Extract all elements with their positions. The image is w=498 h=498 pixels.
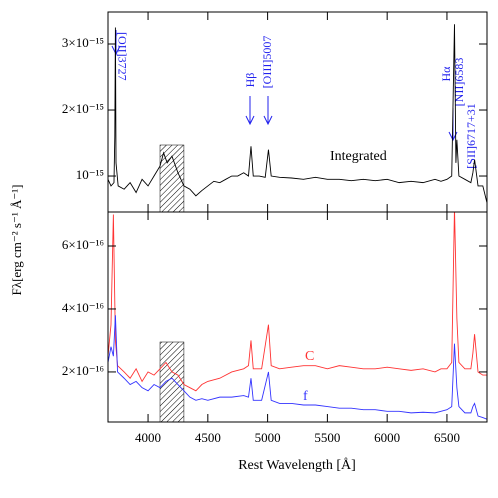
y-tick-label: 2×10⁻¹⁵ — [62, 101, 104, 116]
x-tick-label: 4500 — [195, 430, 221, 445]
x-tick-label: 4000 — [135, 430, 161, 445]
arrow-head — [111, 45, 121, 56]
x-axis-label: Rest Wavelength [Å] — [238, 457, 356, 473]
y-tick-label: 4×10⁻¹⁶ — [62, 300, 104, 315]
arrow-head — [263, 115, 273, 126]
panel — [108, 24, 487, 212]
hatched-region — [159, 341, 185, 422]
annotation: [OIII]5007 — [260, 36, 274, 89]
series-label: Integrated — [330, 149, 387, 164]
y-tick-label: 2×10⁻¹⁶ — [62, 363, 104, 378]
hatched-region — [159, 144, 185, 212]
annotation: [SII]6717+31 — [464, 103, 478, 168]
annotation: Hα — [439, 66, 453, 82]
x-tick-label: 6500 — [434, 430, 460, 445]
panel — [108, 212, 487, 422]
y-tick-label: 3×10⁻¹⁵ — [62, 35, 104, 50]
y-axis-label: Fλ[erg cm⁻² s⁻¹ Å⁻¹] — [9, 185, 24, 296]
spectrum-line — [108, 212, 487, 392]
annotation: [OII]3727 — [115, 32, 129, 81]
series-label: f — [303, 389, 308, 404]
series-label: C — [305, 349, 314, 364]
plot-frame — [107, 211, 488, 423]
y-tick-label: 10⁻¹⁵ — [76, 167, 104, 182]
annotation: Hβ — [243, 73, 257, 88]
y-tick-label: 6×10⁻¹⁶ — [62, 237, 104, 252]
x-tick-label: 5000 — [255, 430, 281, 445]
arrow-head — [245, 115, 255, 126]
spectrum-line — [108, 315, 487, 420]
spectrum-line — [108, 24, 487, 203]
x-tick-label: 6000 — [374, 430, 400, 445]
x-tick-label: 5500 — [314, 430, 340, 445]
